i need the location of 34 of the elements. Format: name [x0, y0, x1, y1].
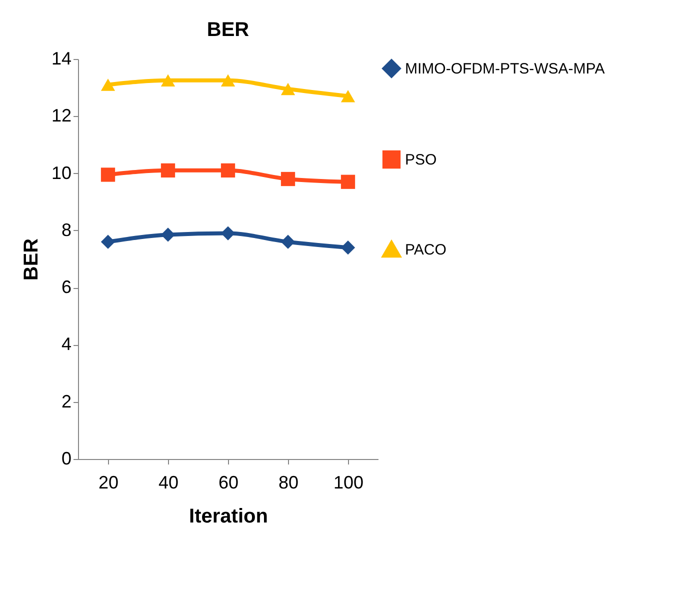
- x-axis-title: Iteration: [189, 506, 268, 528]
- point: [280, 172, 296, 186]
- y-tick-label: 8: [61, 220, 72, 240]
- point: [280, 234, 296, 249]
- point: [100, 168, 116, 182]
- point: [160, 228, 176, 242]
- y-tick-label: 10: [51, 162, 72, 183]
- y-tick-label: 12: [51, 106, 72, 126]
- point: [220, 226, 236, 240]
- x-tick-label: 20: [98, 472, 119, 492]
- point: [280, 82, 296, 96]
- y-axis-title: BER: [20, 238, 42, 281]
- point: [340, 174, 356, 189]
- legend-label: PSO: [405, 152, 437, 168]
- y-tick-label: 0: [61, 448, 72, 468]
- point: [100, 78, 116, 91]
- x-tick-label: 80: [278, 472, 299, 492]
- point: [220, 163, 236, 178]
- y-tick-label: 4: [61, 334, 72, 354]
- point: [160, 74, 176, 87]
- legend-label: MIMO-OFDM-PTS-WSA-MPA: [405, 60, 605, 78]
- point: [340, 240, 356, 255]
- x-tick-label: 100: [333, 472, 364, 492]
- point: [220, 74, 236, 87]
- y-tick-label: 14: [51, 48, 72, 68]
- y-tick-label: 2: [61, 391, 72, 412]
- point: [160, 163, 176, 178]
- y-tick-label: 6: [61, 277, 72, 298]
- x-tick-label: 60: [218, 472, 239, 492]
- point: [340, 90, 356, 102]
- chart-title: BER: [206, 19, 250, 41]
- x-tick-label: 40: [158, 472, 179, 492]
- point: [100, 234, 116, 249]
- legend-label: PACO: [405, 242, 446, 258]
